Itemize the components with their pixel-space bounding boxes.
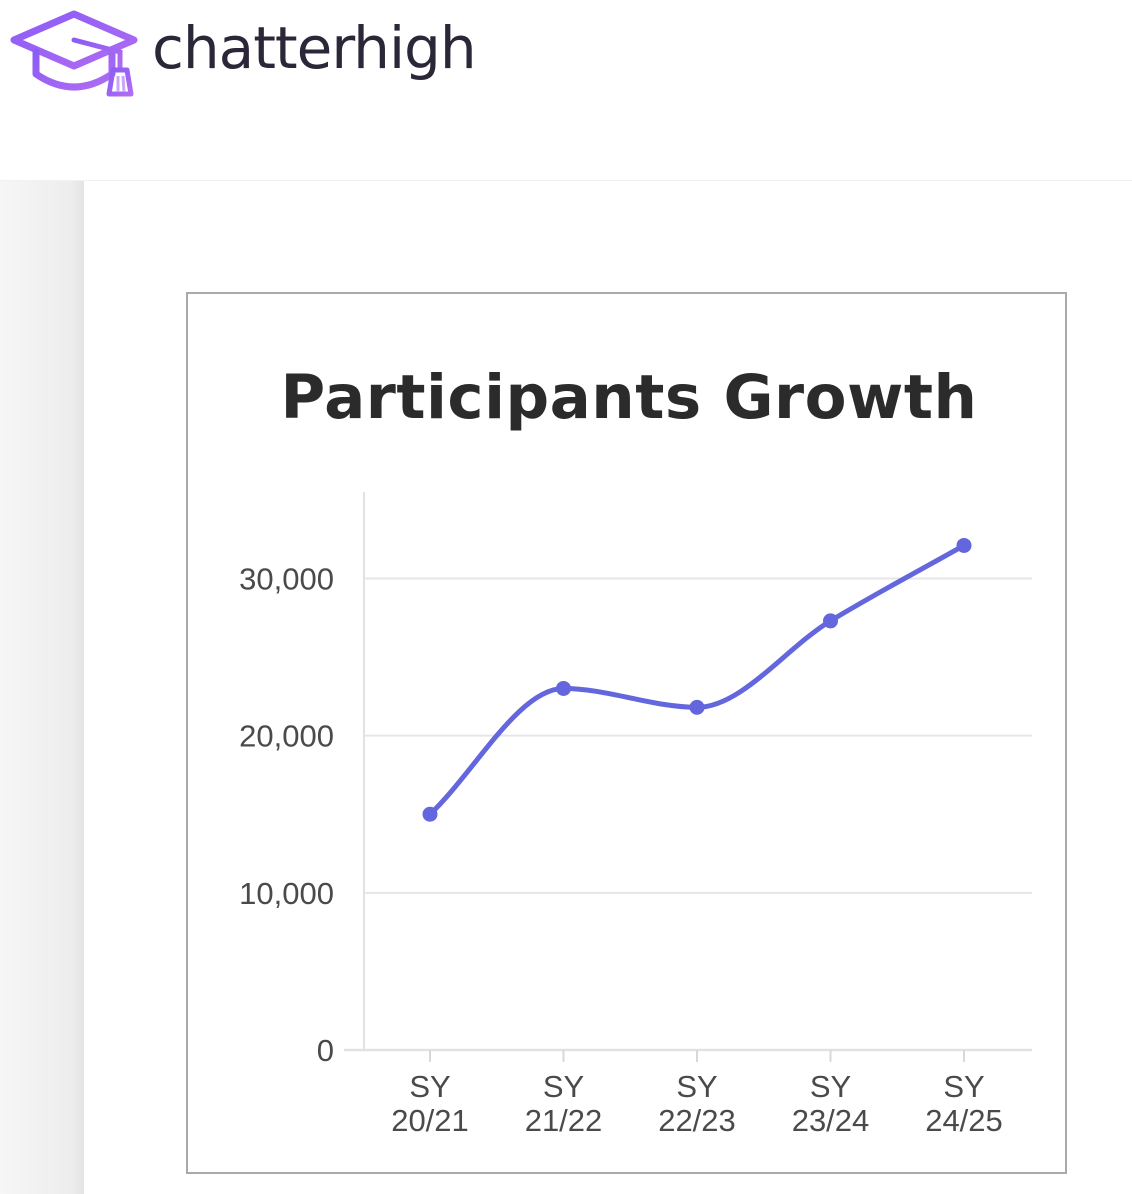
data-point[interactable] [956,537,972,553]
chart-title: Participants Growth [280,362,978,433]
x-tick-label: SY 22/23 [658,1069,736,1138]
data-points [422,537,972,822]
y-tick-label: 20,000 [239,719,334,754]
x-tick-labels: SY 20/21 SY 21/22 SY 22/23 SY 23/24 SY 24/25 [391,1069,1003,1138]
brand-logo[interactable]: chatterhigh [8,8,477,100]
chart-card [186,292,1067,1174]
data-point[interactable] [556,680,571,696]
grid-lines [364,577,1032,894]
graduation-cap-icon [10,10,138,97]
x-tick-label: SY 24/25 [925,1069,1003,1138]
data-point[interactable] [689,699,705,715]
y-tick-label: 30,000 [239,561,334,596]
x-tick-label: SY 20/21 [391,1069,469,1138]
data-point[interactable] [823,613,838,629]
top-bar: chatterhigh [0,0,1132,181]
y-tick-label: 0 [317,1033,334,1068]
y-tick-labels: 0 10,000 20,000 30,000 [239,561,334,1068]
brand-name: chatterhigh [152,14,477,82]
y-tick-label: 10,000 [239,876,334,911]
series [427,542,967,817]
series-line [427,542,967,817]
data-point[interactable] [422,806,438,822]
chart-title-wrap: Participants Growth [0,362,1132,433]
x-tick-label: SY 21/22 [525,1069,603,1138]
sidebar [0,181,84,1194]
axes [344,492,1032,1062]
x-tick-label: SY 23/24 [792,1069,870,1138]
